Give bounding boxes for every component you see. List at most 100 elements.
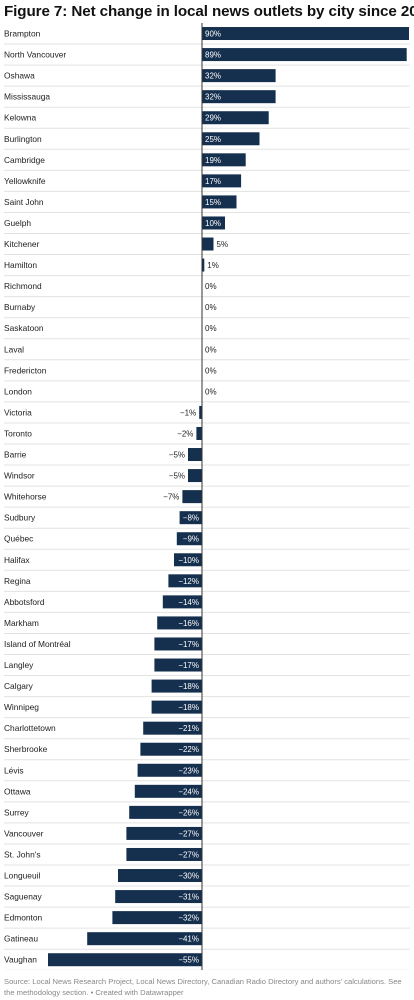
value-label: −2% [177, 429, 193, 438]
category-label: Gatineau [4, 934, 38, 944]
credit-note: Created with Datawrapper [95, 987, 184, 997]
category-label: Sherbrooke [4, 744, 48, 754]
bar [87, 932, 202, 946]
chart-footer: Source: Local News Research Project, Loc… [4, 977, 412, 998]
category-label: Vaughan [4, 955, 37, 965]
value-label: −1% [180, 408, 196, 417]
bar [202, 237, 214, 251]
chart-title: Figure 7: Net change in local news outle… [4, 3, 414, 20]
bar [202, 153, 246, 167]
value-label: 29% [205, 114, 221, 123]
category-label: Mississauga [4, 92, 50, 102]
bar [151, 700, 202, 714]
value-label: 0% [205, 324, 217, 333]
value-label: −27% [178, 829, 199, 838]
bar [126, 847, 202, 861]
category-label: Laval [4, 344, 24, 354]
bar [202, 90, 276, 104]
bar [176, 532, 202, 546]
bar [151, 679, 202, 693]
value-label: −22% [178, 745, 199, 754]
category-label: Saguenay [4, 892, 43, 902]
bar [202, 48, 407, 62]
value-label: 0% [205, 345, 217, 354]
category-label: Windsor [4, 471, 35, 481]
bar [162, 595, 202, 609]
category-label: Edmonton [4, 913, 43, 923]
value-label: −41% [178, 935, 199, 944]
category-label: Vancouver [4, 828, 44, 838]
source-note: Source: Local News Research Project, Loc… [4, 977, 402, 997]
category-label: Oshawa [4, 71, 35, 81]
bar [174, 553, 202, 567]
bar [182, 490, 202, 504]
value-label: −55% [178, 956, 199, 965]
category-label: Cambridge [4, 155, 45, 165]
category-label: Fredericton [4, 365, 47, 375]
value-label: −5% [169, 472, 185, 481]
category-label: Regina [4, 576, 31, 586]
category-label: Québec [4, 534, 33, 544]
bar [202, 111, 269, 125]
bar [202, 69, 276, 83]
category-label: North Vancouver [4, 50, 66, 60]
category-label: Longueuil [4, 871, 40, 881]
bar [126, 826, 202, 840]
category-label: Victoria [4, 407, 32, 417]
value-label: −5% [169, 451, 185, 460]
value-label: 25% [205, 135, 221, 144]
value-label: −10% [178, 556, 199, 565]
value-label: −12% [178, 577, 199, 586]
value-label: −17% [178, 640, 199, 649]
bar [129, 805, 202, 819]
value-label: 0% [205, 366, 217, 375]
bar [140, 742, 202, 756]
category-label: Kitchener [4, 239, 40, 249]
value-label: −9% [183, 535, 199, 544]
bar [196, 426, 202, 440]
value-label: 5% [217, 240, 229, 249]
category-label: Hamilton [4, 260, 37, 270]
bar [118, 869, 202, 883]
bar [179, 511, 202, 525]
category-label: Abbotsford [4, 597, 45, 607]
category-label: Saskatoon [4, 323, 44, 333]
category-label: Brampton [4, 29, 41, 39]
bar [112, 911, 202, 925]
bar [134, 784, 202, 798]
category-label: Richmond [4, 281, 42, 291]
category-label: Whitehorse [4, 492, 47, 502]
value-label: 1% [207, 261, 219, 270]
value-label: 89% [205, 51, 221, 60]
category-label: Markham [4, 618, 39, 628]
footer-separator: • [90, 987, 96, 997]
category-label: Halifax [4, 555, 30, 565]
value-label: −26% [178, 808, 199, 817]
bar [143, 721, 202, 735]
bar [199, 405, 202, 419]
bar [48, 953, 202, 967]
value-label: −18% [178, 682, 199, 691]
category-label: Burnaby [4, 302, 36, 312]
bar-chart: Brampton 90% North Vancouver 89% Oshawa 32% Mi… [4, 23, 410, 970]
value-label: 17% [205, 177, 221, 186]
category-label: Lévis [4, 765, 24, 775]
category-label: Island of Montréal [4, 639, 71, 649]
bar [115, 890, 202, 904]
value-label: −23% [178, 766, 199, 775]
value-label: −21% [178, 724, 199, 733]
category-label: Toronto [4, 428, 32, 438]
category-label: Charlottetown [4, 723, 56, 733]
category-label: Barrie [4, 450, 27, 460]
value-label: −27% [178, 850, 199, 859]
value-label: 15% [205, 198, 221, 207]
bar [202, 132, 260, 146]
value-label: −7% [163, 493, 179, 502]
bar [202, 174, 242, 188]
category-label: Guelph [4, 218, 31, 228]
category-label: Calgary [4, 681, 34, 691]
category-label: London [4, 386, 32, 396]
bar [154, 637, 202, 651]
category-label: Langley [4, 660, 34, 670]
value-label: 32% [205, 93, 221, 102]
